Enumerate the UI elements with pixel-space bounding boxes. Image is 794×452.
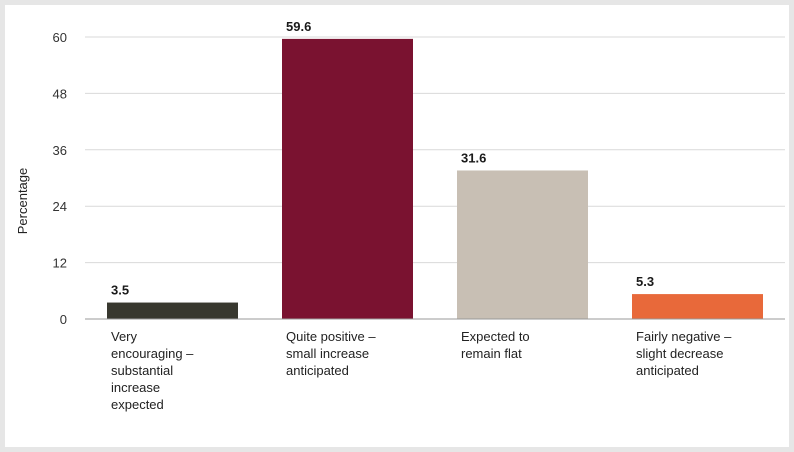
category-label: Very encouraging – substantial increase expe… (111, 329, 194, 412)
y-tick-label: 12 (53, 256, 67, 271)
y-tick-label: 36 (53, 143, 67, 158)
data-label: 31.6 (461, 150, 486, 165)
category-label: Expected to remain flat (461, 329, 530, 361)
data-labels: 3.5 59.6 31.6 5.3 (111, 19, 654, 298)
category-label-line: increase (111, 380, 160, 395)
category-label-line: anticipated (636, 363, 699, 378)
bars (107, 38, 763, 319)
gridlines (85, 36, 785, 264)
data-label: 59.6 (286, 19, 311, 34)
category-label-line: substantial (111, 363, 173, 378)
y-axis-label: Percentage (15, 168, 30, 235)
category-label: Quite positive – small increase anticipate… (286, 329, 376, 378)
bar (632, 294, 763, 319)
category-label: Fairly negative – slight decrease anticipa… (636, 329, 732, 378)
category-label-line: slight decrease (636, 346, 723, 361)
bar (282, 38, 413, 319)
y-tick-label: 48 (53, 86, 67, 101)
category-label-line: Quite positive – (286, 329, 376, 344)
category-label-line: remain flat (461, 346, 522, 361)
bar (107, 302, 238, 319)
category-label-line: Fairly negative – (636, 329, 732, 344)
data-label: 3.5 (111, 283, 129, 298)
bar-chart: Percentage 0 12 24 36 48 60 3.5 59.6 31.6 5.3 Ve… (15, 19, 785, 412)
category-labels: Very encouraging – substantial increase expe… (111, 329, 732, 412)
category-label-line: encouraging – (111, 346, 194, 361)
y-tick-label: 24 (53, 199, 67, 214)
chart-frame: Percentage 0 12 24 36 48 60 3.5 59.6 31.6 5.3 Ve… (5, 5, 789, 447)
category-label-line: Very (111, 329, 138, 344)
y-tick-label: 60 (53, 30, 67, 45)
category-label-line: small increase (286, 346, 369, 361)
category-label-line: anticipated (286, 363, 349, 378)
y-axis-ticks: 0 12 24 36 48 60 (53, 30, 67, 327)
category-label-line: expected (111, 397, 164, 412)
bar (457, 170, 588, 319)
y-tick-label: 0 (60, 312, 67, 327)
data-label: 5.3 (636, 274, 654, 289)
category-label-line: Expected to (461, 329, 530, 344)
